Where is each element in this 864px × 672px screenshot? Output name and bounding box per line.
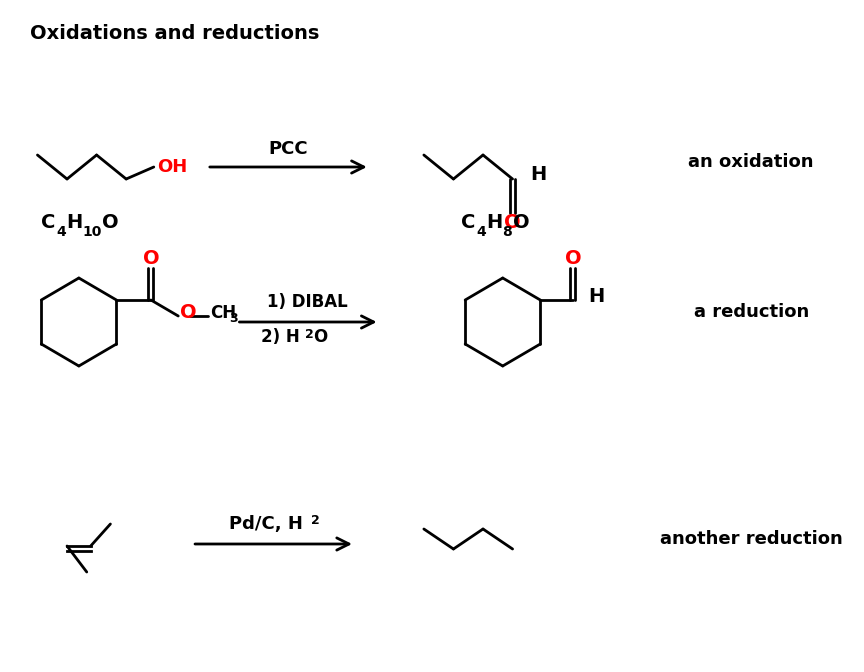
Text: O: O — [512, 212, 530, 231]
Text: C: C — [461, 212, 476, 231]
Text: O: O — [564, 249, 581, 267]
Text: Pd/C, H: Pd/C, H — [229, 515, 303, 533]
Text: O: O — [181, 304, 197, 323]
Text: another reduction: another reduction — [660, 530, 842, 548]
Text: 3: 3 — [230, 312, 238, 325]
Text: 2) H: 2) H — [261, 328, 300, 346]
Text: Oxidations and reductions: Oxidations and reductions — [29, 24, 319, 43]
Text: H: H — [486, 212, 502, 231]
Text: H: H — [588, 286, 605, 306]
Text: a reduction: a reduction — [694, 303, 809, 321]
Text: an oxidation: an oxidation — [689, 153, 814, 171]
Text: OH: OH — [156, 158, 187, 176]
Text: 2: 2 — [305, 327, 314, 341]
Text: CH: CH — [210, 304, 236, 322]
Text: O: O — [314, 328, 327, 346]
Text: H: H — [530, 165, 547, 185]
Text: 1) DIBAL: 1) DIBAL — [267, 293, 348, 311]
Text: H: H — [67, 212, 82, 231]
Text: O: O — [505, 214, 521, 233]
Text: PCC: PCC — [268, 140, 308, 158]
Text: 8: 8 — [503, 225, 512, 239]
Text: O: O — [102, 212, 119, 231]
Text: C: C — [41, 212, 56, 231]
Text: O: O — [143, 249, 159, 267]
Text: 10: 10 — [83, 225, 102, 239]
Text: 2: 2 — [312, 515, 321, 528]
Text: 4: 4 — [56, 225, 66, 239]
Text: 4: 4 — [476, 225, 486, 239]
